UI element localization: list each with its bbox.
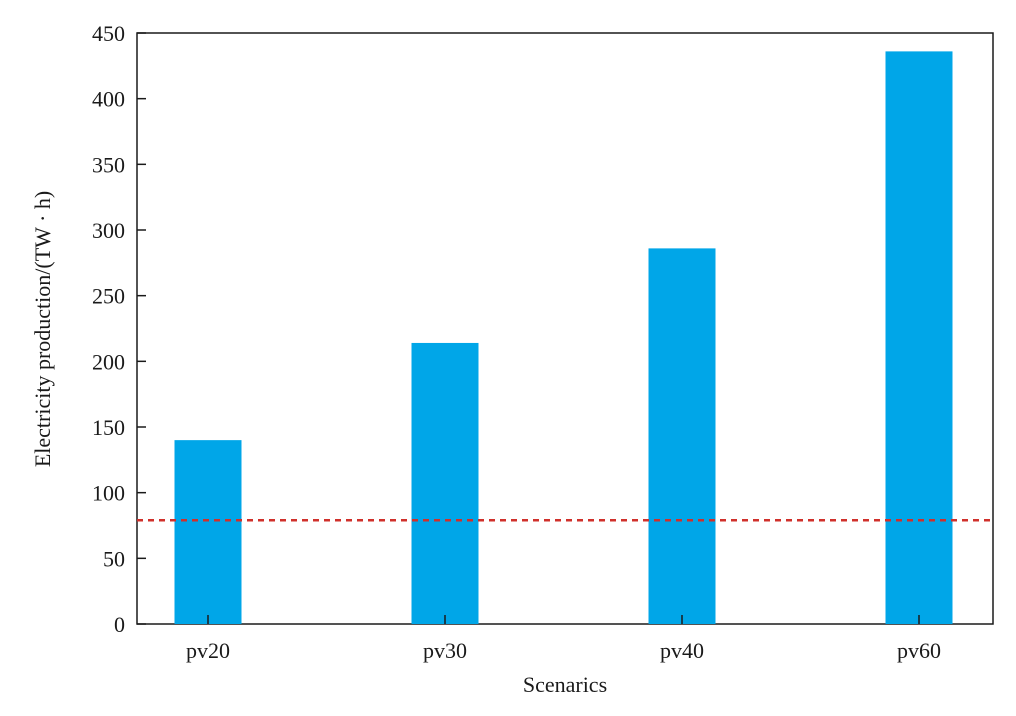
y-tick-label: 400 xyxy=(92,87,125,112)
bars xyxy=(174,51,953,625)
y-tick-label: 250 xyxy=(92,284,125,309)
y-axis-title: Electricity production/(TW · h) xyxy=(30,191,55,467)
x-tick-label-pv40: pv40 xyxy=(660,638,704,663)
x-tick-label-pv20: pv20 xyxy=(186,638,230,663)
bar-pv40 xyxy=(648,248,716,625)
x-axis-title: Scenarics xyxy=(523,672,607,697)
y-tick-label: 100 xyxy=(92,481,125,506)
y-tick-label: 450 xyxy=(92,21,125,46)
bar-pv20 xyxy=(174,440,242,624)
bar-pv60 xyxy=(885,51,953,625)
y-tick-label: 300 xyxy=(92,218,125,243)
x-tick-label-pv60: pv60 xyxy=(897,638,941,663)
y-tick-label: 0 xyxy=(114,612,125,637)
x-axis-ticks: pv20 pv30 pv40 pv60 xyxy=(186,615,941,663)
y-tick-label: 50 xyxy=(103,546,125,571)
bar-pv30 xyxy=(411,342,479,624)
x-tick-label-pv30: pv30 xyxy=(423,638,467,663)
plot-frame xyxy=(136,32,994,625)
y-tick-label: 200 xyxy=(92,349,125,374)
y-tick-label: 150 xyxy=(92,415,125,440)
y-axis-ticks: 0 50 100 150 200 250 300 350 400 450 xyxy=(92,21,146,637)
y-tick-label: 350 xyxy=(92,152,125,177)
